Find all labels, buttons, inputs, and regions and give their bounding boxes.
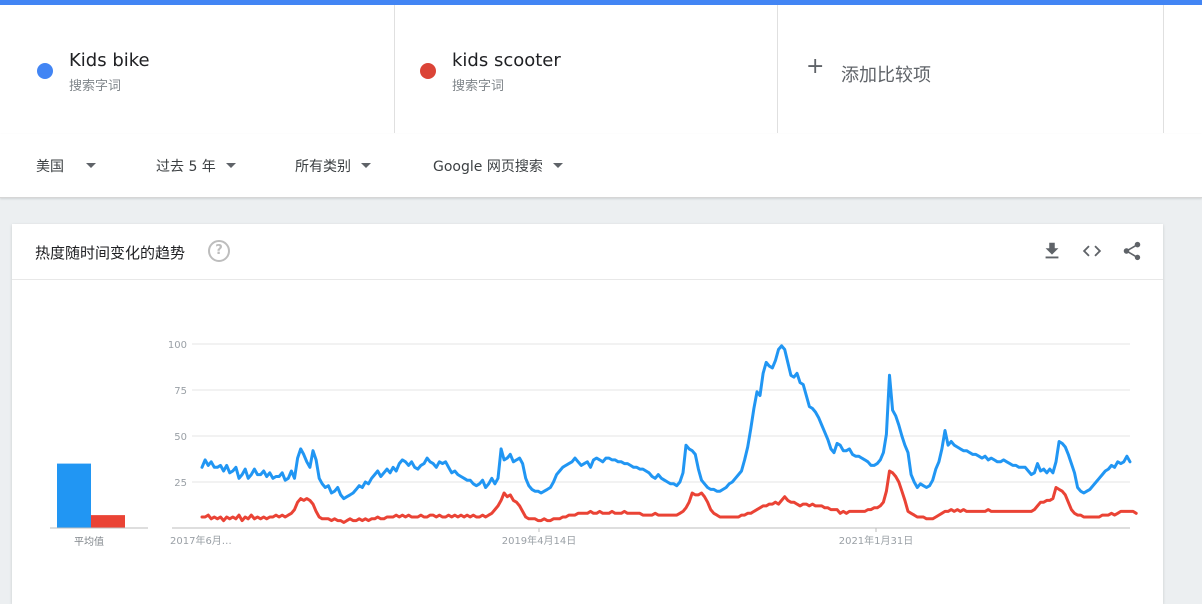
trend-chart: 100 75 50 25 2017年6月… 2019年4月14日 2021年1月31日 — [50, 340, 1138, 547]
search-type-filter-label: Google 网页搜索 — [433, 159, 543, 175]
region-filter-label: 美国 — [36, 159, 64, 175]
y-tick-label: 100 — [168, 340, 187, 351]
average-bar-kids-bike — [57, 463, 91, 528]
series-line-kids-scooter — [200, 469, 1138, 524]
term-name[interactable]: kids scooter — [452, 50, 561, 71]
chevron-down-icon — [361, 162, 371, 168]
category-filter-label: 所有类别 — [295, 159, 351, 175]
y-tick-label: 25 — [174, 478, 187, 489]
series-line-kids-bike — [200, 344, 1132, 501]
chevron-down-icon — [225, 162, 236, 168]
time-range-filter[interactable]: 过去 5 年 — [156, 156, 236, 176]
x-tick-label: 2021年1月31日 — [839, 534, 914, 547]
card-header: 热度随时间变化的趋势 ? — [12, 224, 1163, 280]
download-icon[interactable] — [1041, 240, 1063, 262]
compare-terms-row: Kids bike 搜索字词 kids scooter 搜索字词 + 添加比较项 — [0, 5, 1202, 139]
add-compare-label: 添加比较项 — [841, 65, 931, 86]
category-filter[interactable]: 所有类别 — [295, 156, 371, 176]
search-type-filter[interactable]: Google 网页搜索 — [433, 156, 563, 176]
series-dot-icon — [37, 63, 53, 79]
term-card-kids-scooter[interactable]: kids scooter 搜索字词 — [394, 5, 777, 133]
term-subtitle: 搜索字词 — [452, 79, 505, 94]
chart-lines[interactable] — [200, 344, 1138, 524]
share-icon[interactable] — [1121, 240, 1143, 262]
x-tick-label: 2017年6月… — [170, 534, 232, 547]
add-compare-button[interactable]: + 添加比较项 — [777, 5, 1164, 133]
term-card-kids-bike[interactable]: Kids bike 搜索字词 — [12, 5, 394, 133]
average-label: 平均值 — [74, 537, 104, 548]
top-accent-bar — [0, 0, 1202, 5]
series-dot-icon — [420, 63, 436, 79]
chevron-down-icon — [86, 162, 96, 168]
help-icon[interactable]: ? — [208, 240, 230, 262]
plus-icon: + — [806, 54, 825, 79]
chart-grid: 100 75 50 25 2017年6月… 2019年4月14日 2021年1月31日 — [168, 340, 1130, 547]
y-tick-label: 75 — [174, 386, 187, 397]
chevron-down-icon — [552, 162, 563, 168]
card-title: 热度随时间变化的趋势 — [35, 244, 186, 262]
term-name[interactable]: Kids bike — [69, 50, 150, 71]
filters-bar: 美国 过去 5 年 所有类别 Google 网页搜索 — [0, 134, 1202, 198]
region-filter[interactable]: 美国 — [36, 156, 96, 176]
y-tick-label: 50 — [174, 432, 187, 443]
embed-code-icon[interactable] — [1081, 240, 1103, 262]
average-bars — [50, 463, 148, 529]
average-bar-kids-scooter — [91, 515, 125, 528]
x-tick-label: 2019年4月14日 — [502, 534, 577, 547]
interest-over-time-card: 热度随时间变化的趋势 ? 100 75 50 25 2017年6月… 2019年4月14日… — [12, 224, 1163, 604]
time-range-filter-label: 过去 5 年 — [156, 159, 216, 175]
term-subtitle: 搜索字词 — [69, 79, 122, 94]
